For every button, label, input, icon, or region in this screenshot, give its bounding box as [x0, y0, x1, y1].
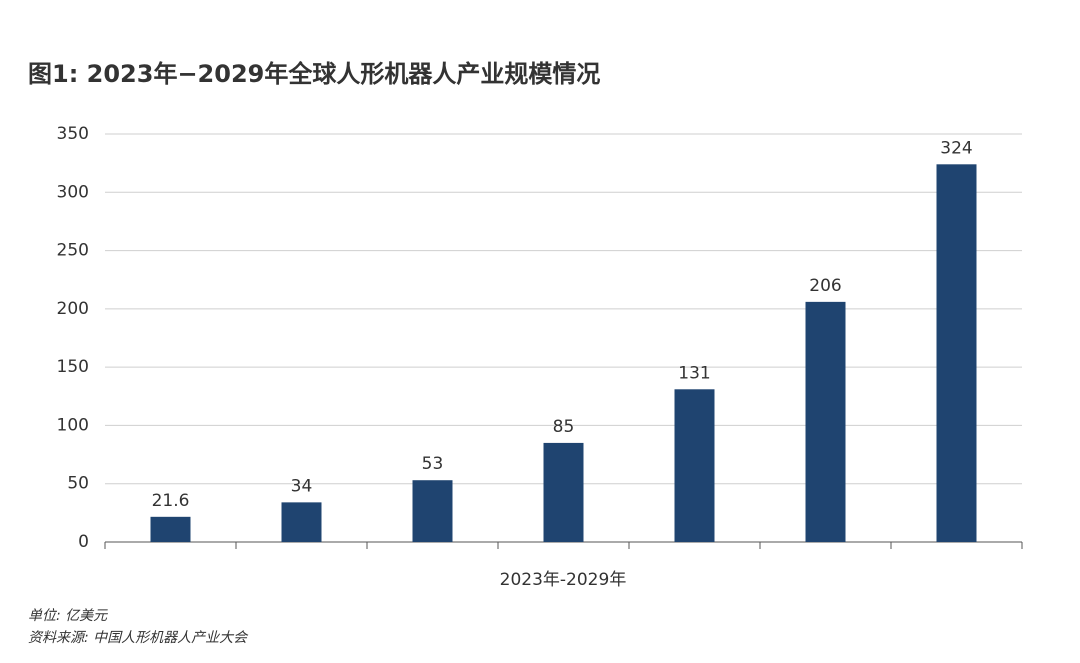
source-note: 资料来源: 中国人形机器人产业大会 [28, 630, 249, 646]
data-label: 206 [809, 276, 841, 296]
data-label: 85 [553, 417, 575, 437]
data-label: 34 [291, 476, 313, 496]
y-tick-label: 350 [57, 124, 89, 144]
data-label: 324 [940, 138, 972, 158]
y-tick-label: 150 [57, 357, 89, 377]
bar [543, 442, 584, 542]
chart-title: 图1: 2023年−2029年全球人形机器人产业规模情况 [28, 60, 600, 88]
unit-note: 单位: 亿美元 [28, 608, 108, 624]
bar [150, 516, 191, 542]
bar [805, 301, 846, 542]
y-tick-label: 0 [78, 532, 89, 552]
y-tick-label: 50 [67, 474, 89, 494]
data-label: 21.6 [152, 491, 190, 511]
x-axis-label: 2023年-2029年 [500, 570, 627, 590]
y-tick-label: 100 [57, 415, 89, 435]
data-label: 53 [422, 454, 444, 474]
bar [674, 389, 715, 542]
bar [281, 502, 322, 542]
y-tick-label: 300 [57, 182, 89, 202]
data-label: 131 [678, 363, 710, 383]
bar [936, 164, 977, 542]
bar [412, 480, 453, 542]
y-tick-label: 200 [57, 299, 89, 319]
y-tick-label: 250 [57, 241, 89, 261]
